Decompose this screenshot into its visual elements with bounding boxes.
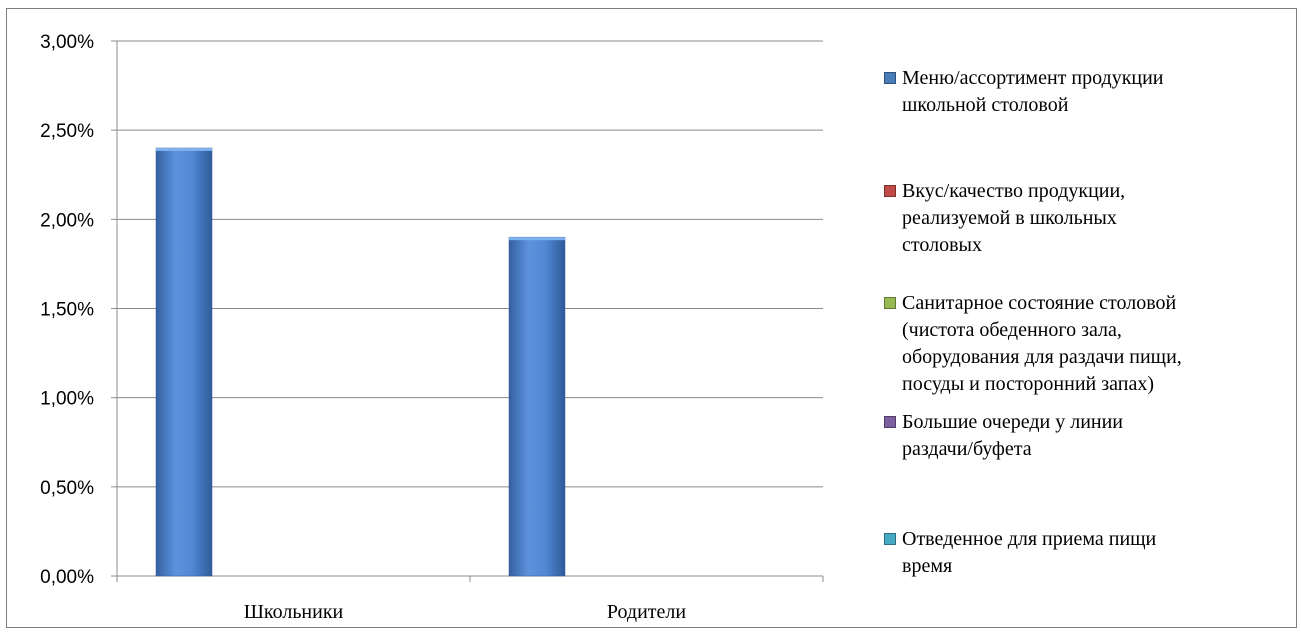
y-tick-label: 1,00%	[40, 389, 94, 410]
legend-swatch	[884, 297, 896, 309]
legend-label: Большие очереди у линии раздачи/буфета	[902, 411, 1124, 460]
axes	[111, 40, 824, 582]
gridlines	[117, 40, 823, 488]
legend-swatch	[884, 533, 896, 545]
legend-label: Вкус/качество продукции, реализуемой в ш…	[902, 180, 1126, 256]
y-tick-label: 0,00%	[40, 567, 94, 588]
bar-top-highlight	[156, 148, 212, 151]
bar	[155, 147, 213, 577]
legend-swatch	[884, 185, 896, 197]
bar	[508, 236, 566, 577]
y-tick-label: 1,50%	[40, 300, 94, 321]
x-category-label: Школьники	[244, 601, 344, 623]
y-tick-label: 2,00%	[40, 210, 94, 231]
bars	[155, 147, 566, 577]
bar-top-highlight	[509, 237, 565, 241]
y-tick-label: 2,50%	[40, 121, 94, 142]
legend-label: Отведенное для приема пищи время	[902, 528, 1157, 577]
axis-labels: 0,00% 0,50% 1,00% 1,50% 2,00% 2,50% 3,00% Школь…	[40, 32, 686, 623]
legend-swatch	[884, 72, 896, 84]
legend-swatch	[884, 416, 896, 428]
x-category-label: Родители	[607, 601, 687, 623]
legend-label: Меню/ассортимент продукции школьной стол…	[902, 67, 1164, 116]
y-tick-label: 3,00%	[40, 32, 94, 53]
chart-frame	[6, 8, 1297, 628]
y-tick-label: 0,50%	[40, 478, 94, 499]
legend: Меню/ассортимент продукции школьной стол…	[884, 0, 1294, 632]
legend-label: Санитарное состояние столовой (чистота о…	[902, 292, 1182, 395]
